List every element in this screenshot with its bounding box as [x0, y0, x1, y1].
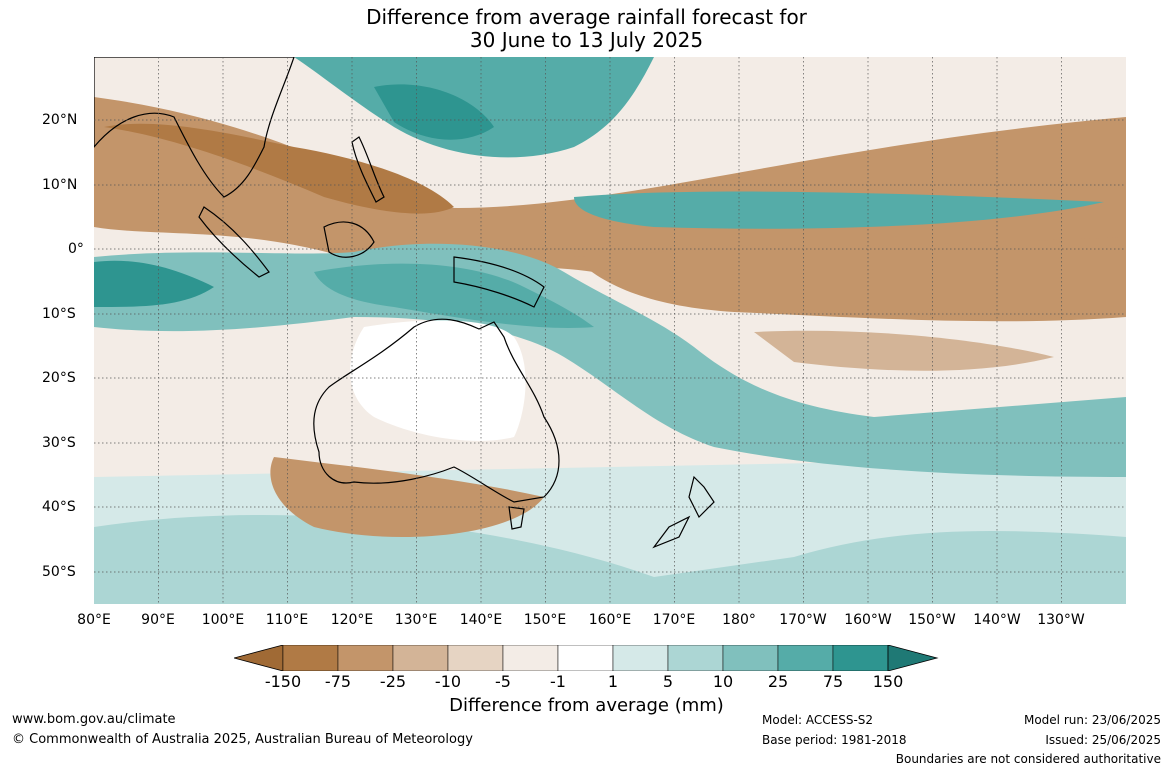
legend-color-box — [612, 645, 669, 671]
model-text: Model: ACCESS-S2 — [762, 713, 874, 727]
lat-label: 10°N — [42, 177, 78, 193]
lat-label: 10°S — [42, 306, 76, 322]
lon-label: 130°E — [394, 612, 438, 628]
legend-tick-label: -150 — [264, 672, 302, 691]
website-text: www.bom.gov.au/climate — [12, 712, 176, 727]
legend-tick-label: -1 — [550, 672, 566, 691]
lon-label: 180° — [722, 612, 756, 628]
anomaly-region-brown-north — [94, 97, 1126, 281]
coastline-new-zealand-north — [688, 475, 715, 519]
legend-tick-label: -75 — [324, 672, 352, 691]
lon-label: 120°E — [330, 612, 374, 628]
legend-color-box — [832, 645, 889, 671]
coastline-philippines — [351, 136, 385, 203]
lon-label: 100°E — [201, 612, 245, 628]
legend-color-box — [447, 645, 504, 671]
legend-title: Difference from average (mm) — [449, 695, 724, 716]
lat-label: 0° — [68, 241, 84, 257]
anomaly-region-dark-teal-north — [374, 84, 494, 140]
lon-label: 140°W — [973, 612, 1021, 628]
legend-tick-label: 25 — [767, 672, 789, 691]
coastline-new-guinea — [453, 256, 545, 308]
lon-label: 150°W — [908, 612, 956, 628]
map-title-line2: 30 June to 13 July 2025 — [469, 28, 704, 52]
model-run-text: Model run: 23/06/2025 — [1023, 713, 1161, 727]
legend-color-box — [282, 645, 339, 671]
lon-label: 170°E — [652, 612, 696, 628]
anomaly-region-brown-south — [270, 457, 544, 537]
coastline-australia — [313, 318, 560, 503]
issued-text: Issued: 25/06/2025 — [1045, 733, 1161, 747]
legend-color-box — [722, 645, 779, 671]
lat-label: 40°S — [42, 499, 76, 515]
coastlines — [94, 57, 715, 549]
map-title-line1: Difference from average rainfall forecas… — [366, 5, 807, 29]
rainfall-anomaly-map — [94, 57, 1126, 604]
copyright-text: © Commonwealth of Australia 2025, Austra… — [12, 732, 473, 747]
legend-tick-label: -5 — [495, 672, 511, 691]
lon-label: 140°E — [459, 612, 503, 628]
lat-label: 50°S — [42, 564, 76, 580]
anomaly-region-neutral-australia — [350, 320, 526, 441]
legend-tick-label: 150 — [872, 672, 904, 691]
lon-label: 160°E — [588, 612, 632, 628]
coastline-new-zealand-south — [652, 515, 691, 549]
legend-color-box — [667, 645, 724, 671]
lat-label: 20°N — [42, 112, 78, 128]
coastline-sumatra — [198, 206, 270, 278]
legend-tick-label: 75 — [822, 672, 844, 691]
lon-label: 160°W — [844, 612, 892, 628]
lon-label: 80°E — [77, 612, 111, 628]
legend-low-extension — [234, 645, 284, 671]
anomaly-region-brown-central-pacific — [754, 330, 1054, 371]
disclaimer-text: Boundaries are not considered authoritat… — [895, 752, 1161, 766]
legend-color-box — [502, 645, 559, 671]
legend-color-box — [337, 645, 394, 671]
coastline-borneo — [323, 221, 375, 258]
legend-tick-label: 10 — [712, 672, 734, 691]
legend-tick-label: 1 — [607, 672, 619, 691]
lon-label: 90°E — [141, 612, 175, 628]
graticule — [94, 57, 1126, 604]
legend-tick-label: 5 — [662, 672, 674, 691]
anomaly-region-brown-south-pacific — [574, 237, 1126, 322]
legend-color-box — [557, 645, 614, 671]
anomaly-region-teal-itcz — [574, 191, 1104, 229]
lon-label: 150°E — [523, 612, 567, 628]
lon-label: 110°E — [265, 612, 309, 628]
anomaly-region-dark-brown-north — [104, 123, 454, 214]
lon-label: 170°W — [779, 612, 827, 628]
base-period-text: Base period: 1981-2018 — [762, 733, 907, 747]
anomaly-region-teal-west — [94, 260, 214, 307]
coastline-tasmania — [508, 506, 525, 530]
legend-tick-label: -25 — [379, 672, 407, 691]
lon-label: 130°W — [1037, 612, 1085, 628]
legend-colorbar — [234, 645, 939, 671]
lat-label: 20°S — [42, 370, 76, 386]
coastline-asia-mainland — [94, 57, 295, 198]
lat-label: 30°S — [42, 435, 76, 451]
legend-tick-label: -10 — [434, 672, 462, 691]
anomaly-region-dark-teal-equatorial — [314, 263, 594, 328]
legend-high-extension — [887, 645, 939, 671]
legend-color-box — [777, 645, 834, 671]
legend-color-box — [392, 645, 449, 671]
